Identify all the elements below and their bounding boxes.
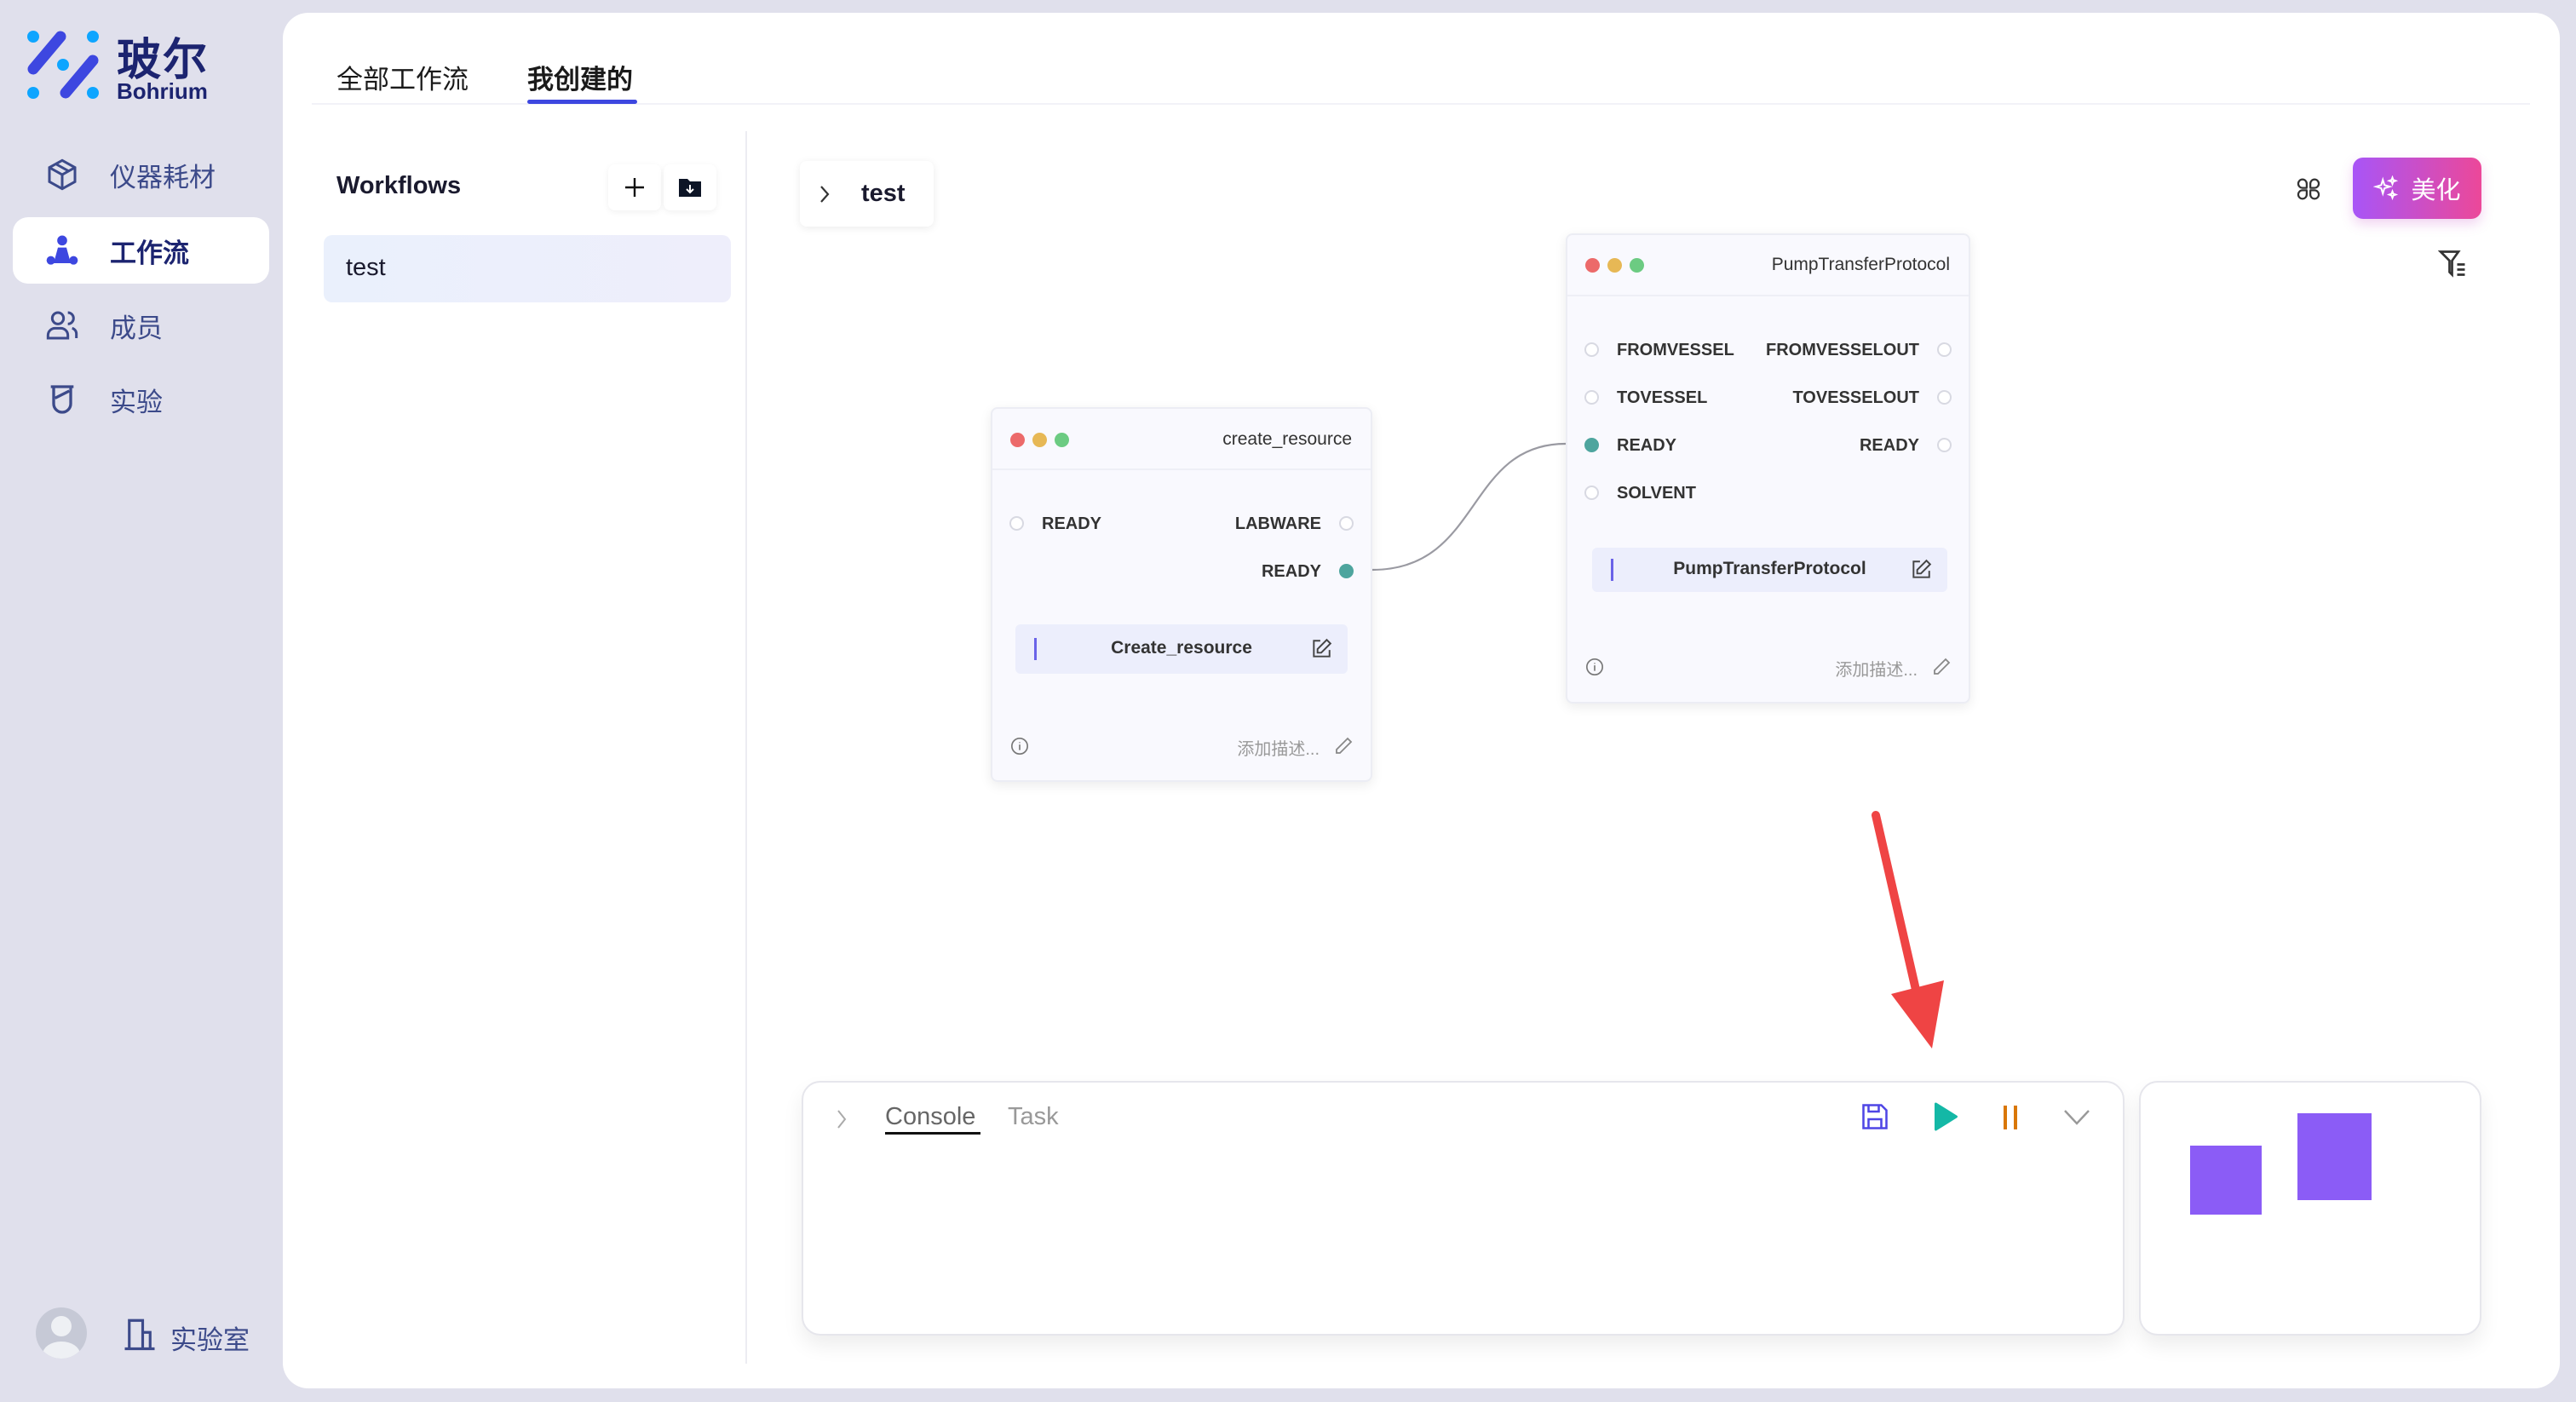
description-placeholder[interactable]: 添加描述...	[1237, 740, 1320, 759]
output-port[interactable]	[1937, 342, 1952, 357]
pencil-icon[interactable]	[1931, 657, 1952, 677]
add-workflow-button[interactable]	[608, 164, 661, 210]
output-label: FROMVESSELOUT	[1765, 341, 1919, 359]
sidebar-item-instruments[interactable]: 仪器耗材	[13, 141, 269, 208]
workflow-icon	[46, 235, 78, 265]
building-icon	[124, 1319, 155, 1351]
plus-icon	[625, 178, 644, 197]
input-label: SOLVENT	[1617, 484, 1696, 503]
sidebar-item-label: 工作流	[110, 238, 189, 268]
brand-name: 玻尔	[117, 36, 210, 85]
close-dot-icon	[1585, 258, 1600, 273]
output-port[interactable]	[1937, 390, 1952, 405]
node-title: PumpTransferProtocol	[1771, 255, 1950, 274]
tab-console[interactable]: Console	[885, 1103, 976, 1130]
expand-chevron-icon[interactable]	[836, 1108, 848, 1130]
workflow-node-pump-transfer[interactable]: PumpTransferProtocol FROMVESSEL FROMVESS…	[1566, 233, 1970, 704]
console-panel: Console Task	[802, 1081, 2125, 1336]
maximize-dot-icon	[1055, 433, 1069, 447]
workflow-list-item[interactable]: test	[324, 235, 731, 302]
output-label: READY	[1261, 562, 1321, 581]
tab-task[interactable]: Task	[1008, 1103, 1059, 1130]
box-icon	[48, 158, 77, 191]
tab-my-workflows[interactable]: 我创建的	[527, 65, 633, 95]
minimize-dot-icon	[1032, 433, 1047, 447]
info-icon[interactable]	[1585, 658, 1604, 676]
sidebar-item-workflow[interactable]: 工作流	[13, 217, 269, 284]
maximize-dot-icon	[1630, 258, 1644, 273]
logo	[26, 30, 100, 100]
input-label: FROMVESSEL	[1617, 341, 1734, 359]
edit-icon[interactable]	[1910, 559, 1932, 581]
node-name: Create_resource	[1111, 638, 1252, 658]
active-tab-underline	[527, 100, 637, 104]
brand-subtitle: Bohrium	[117, 78, 208, 104]
output-label: READY	[1859, 436, 1919, 455]
folder-download-icon	[679, 179, 701, 197]
bohrium-logo-icon	[27, 31, 99, 99]
input-label: READY	[1042, 514, 1102, 533]
output-label: TOVESSELOUT	[1792, 388, 1919, 407]
lab-switcher[interactable]: 实验室	[170, 1325, 250, 1355]
minimap-node	[2190, 1146, 2262, 1215]
beautify-button[interactable]: 美化	[2353, 158, 2481, 219]
beaker-icon	[50, 385, 74, 414]
users-icon	[46, 311, 78, 340]
input-label: TOVESSEL	[1617, 388, 1708, 407]
sparkles-icon	[2373, 175, 2399, 201]
filter-icon[interactable]	[2438, 249, 2469, 278]
minimize-dot-icon	[1607, 258, 1622, 273]
node-name-field[interactable]: PumpTransferProtocol	[1592, 548, 1947, 592]
node-name: PumpTransferProtocol	[1673, 559, 1866, 578]
import-workflow-button[interactable]	[664, 164, 716, 210]
list-divider	[745, 131, 747, 1364]
node-header[interactable]	[992, 409, 1371, 470]
chevron-right-icon	[820, 186, 830, 203]
collapse-chevron-icon[interactable]	[2062, 1108, 2091, 1127]
play-icon[interactable]	[1929, 1101, 1960, 1132]
pause-icon[interactable]	[1998, 1103, 2023, 1132]
input-label: READY	[1617, 436, 1677, 455]
description-placeholder[interactable]: 添加描述...	[1835, 661, 1918, 680]
tab-all-workflows[interactable]: 全部工作流	[336, 65, 469, 95]
output-port[interactable]	[1937, 438, 1952, 452]
input-port[interactable]	[1584, 486, 1599, 500]
beautify-label: 美化	[2411, 177, 2461, 204]
output-port-connected[interactable]	[1339, 564, 1354, 578]
input-port[interactable]	[1009, 516, 1024, 531]
workflow-name: test	[346, 254, 386, 281]
output-port[interactable]	[1339, 516, 1354, 531]
output-label: LABWARE	[1234, 514, 1321, 533]
sidebar-item-members[interactable]: 成员	[13, 292, 269, 359]
annotation-arrow-icon	[1872, 811, 1944, 1049]
input-port[interactable]	[1584, 390, 1599, 405]
pencil-icon[interactable]	[1333, 736, 1354, 756]
node-name-field[interactable]: Create_resource	[1015, 624, 1348, 674]
tab-divider	[312, 103, 2530, 105]
node-header[interactable]	[1567, 235, 1969, 296]
avatar[interactable]	[36, 1307, 87, 1359]
breadcrumb[interactable]: test	[800, 161, 934, 227]
sidebar-item-label: 实验	[110, 387, 163, 417]
edit-icon[interactable]	[1310, 638, 1332, 660]
console-tab-underline	[885, 1132, 980, 1135]
workflows-title: Workflows	[336, 172, 462, 199]
sidebar-item-experiments[interactable]: 实验	[13, 366, 269, 433]
save-icon[interactable]	[1860, 1101, 1890, 1132]
minimap[interactable]	[2139, 1081, 2481, 1336]
node-title: create_resource	[1222, 429, 1352, 449]
workflow-node-create-resource[interactable]: create_resource READY LABWARE READY Crea…	[991, 407, 1372, 782]
minimap-node	[2297, 1113, 2372, 1200]
input-port[interactable]	[1584, 342, 1599, 357]
sidebar-item-label: 仪器耗材	[110, 162, 216, 192]
info-icon[interactable]	[1010, 737, 1029, 756]
breadcrumb-label: test	[861, 180, 906, 207]
input-port-connected[interactable]	[1584, 438, 1599, 452]
close-dot-icon	[1010, 433, 1025, 447]
layout-grid-icon[interactable]	[2294, 175, 2323, 204]
sidebar-item-label: 成员	[110, 313, 163, 343]
